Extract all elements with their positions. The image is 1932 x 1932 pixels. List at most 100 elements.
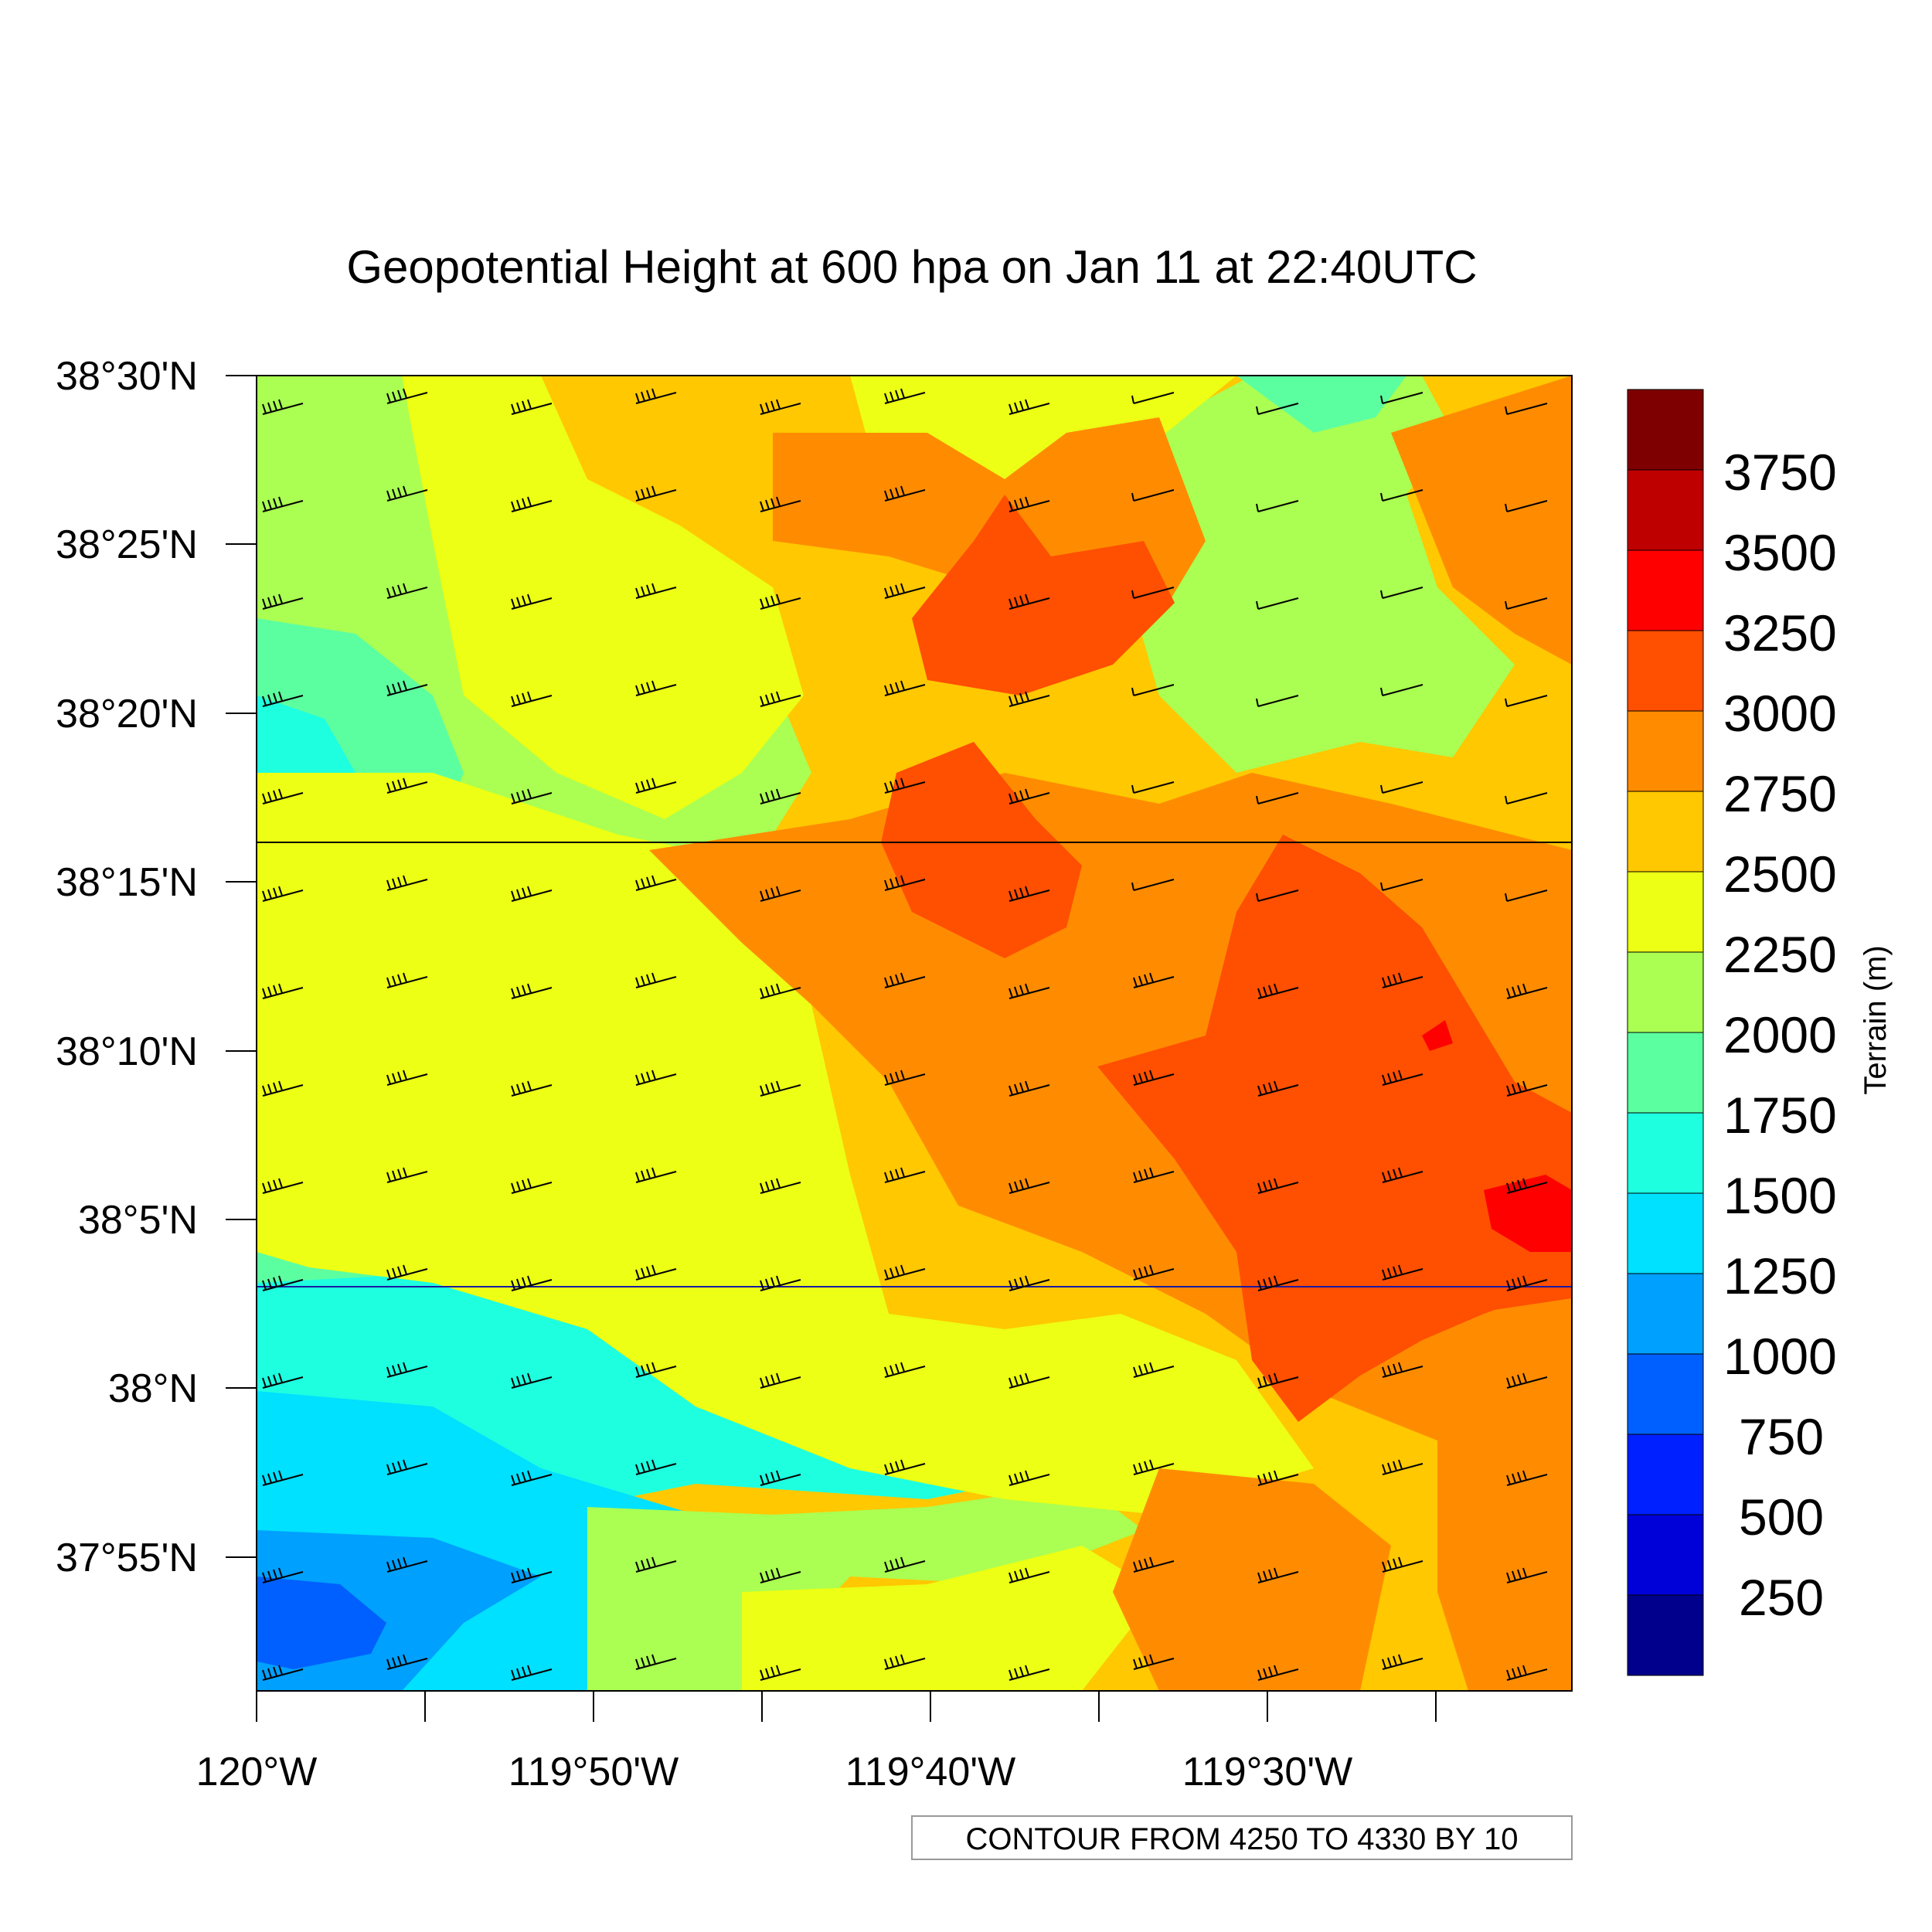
wind-barb xyxy=(1133,1070,1175,1086)
wind-barb xyxy=(884,972,926,988)
wind-barb xyxy=(386,1167,428,1183)
wind-barb xyxy=(1256,403,1299,415)
wind-barb xyxy=(1009,1080,1050,1097)
wind-barb xyxy=(1133,1459,1175,1475)
wind-barb xyxy=(386,388,428,404)
wind-barb xyxy=(386,972,428,988)
colorbar-label: 750 xyxy=(1739,1408,1824,1465)
wind-barb xyxy=(1009,594,1050,610)
colorbar-label: 1000 xyxy=(1723,1328,1837,1385)
wind-barb xyxy=(386,680,428,696)
wind-barb xyxy=(635,583,677,599)
wind-barb xyxy=(1009,886,1050,902)
wind-barb xyxy=(511,1665,553,1681)
x-tick-label: 120°W xyxy=(196,1750,318,1794)
wind-barb xyxy=(1505,403,1548,415)
wind-barb xyxy=(760,788,801,804)
wind-barb xyxy=(1256,889,1299,902)
wind-barb xyxy=(635,1459,677,1475)
wind-barb xyxy=(386,1362,428,1378)
wind-barb xyxy=(1380,781,1423,794)
wind-barb xyxy=(884,1459,926,1475)
x-tick-label: 119°30'W xyxy=(1182,1750,1353,1794)
wind-barb xyxy=(1505,597,1548,610)
y-tick-label: 38°30'N xyxy=(56,354,198,399)
wind-barbs xyxy=(262,388,1548,1681)
wind-barb xyxy=(511,788,553,804)
wind-barb xyxy=(262,788,304,804)
wind-barb xyxy=(884,1654,926,1670)
wind-barb xyxy=(635,1654,677,1670)
wind-barb xyxy=(1257,983,1299,999)
colorbar-label: 2500 xyxy=(1723,845,1837,903)
wind-barb xyxy=(884,777,926,794)
wind-barb xyxy=(1382,1167,1423,1183)
wind-barb xyxy=(511,1567,553,1583)
wind-barb xyxy=(635,680,677,696)
wind-barb xyxy=(1133,1654,1175,1670)
wind-barb xyxy=(1506,1178,1548,1194)
wind-barb xyxy=(262,1275,304,1291)
y-tick-label: 38°25'N xyxy=(56,522,198,567)
wind-barb xyxy=(262,983,304,999)
colorbar-title: Terrain (m) xyxy=(1859,945,1893,1094)
wind-barb xyxy=(1131,879,1175,891)
wind-barb xyxy=(1257,1080,1299,1097)
colorbar-swatch xyxy=(1627,791,1704,872)
wind-barb xyxy=(262,1665,304,1681)
wind-barb xyxy=(884,1556,926,1573)
wind-barb xyxy=(1133,1264,1175,1281)
wind-barb xyxy=(760,886,801,902)
wind-barb xyxy=(386,1556,428,1573)
colorbar-swatch xyxy=(1627,710,1704,792)
wind-barb xyxy=(1380,392,1423,404)
wind-barb xyxy=(1009,691,1050,707)
colorbar xyxy=(1627,389,1704,1676)
colorbar-swatch xyxy=(1627,1514,1704,1596)
wind-barb xyxy=(1009,1178,1050,1194)
colorbar-swatch xyxy=(1627,389,1704,471)
wind-barb xyxy=(1009,399,1050,415)
wind-barb xyxy=(884,1362,926,1378)
wind-barb xyxy=(1133,1556,1175,1573)
x-axis xyxy=(256,1691,1437,1722)
wind-barb xyxy=(635,1556,677,1573)
colorbar-swatch xyxy=(1627,1353,1704,1435)
wind-barb xyxy=(1133,1167,1175,1183)
colorbar-swatch xyxy=(1627,469,1704,551)
wind-barb xyxy=(262,399,304,415)
colorbar-label: 250 xyxy=(1739,1569,1824,1626)
wind-barb xyxy=(1505,500,1548,512)
colorbar-label: 2000 xyxy=(1723,1006,1837,1063)
wind-barb xyxy=(1256,500,1299,512)
wind-barb xyxy=(1506,1080,1548,1097)
wind-barb xyxy=(386,1264,428,1281)
wind-barb xyxy=(760,1080,801,1097)
wind-barb xyxy=(635,485,677,502)
wind-barb xyxy=(1009,1470,1050,1486)
colorbar-swatch xyxy=(1627,549,1704,631)
wind-barb xyxy=(1506,1665,1548,1681)
wind-barb xyxy=(1133,972,1175,988)
wind-barb xyxy=(1257,1372,1299,1389)
wind-barb xyxy=(1257,1178,1299,1194)
wind-barb xyxy=(1382,1556,1423,1573)
wind-barb xyxy=(1131,781,1175,794)
colorbar-label: 2750 xyxy=(1723,765,1837,822)
wind-barb xyxy=(1506,983,1548,999)
wind-barb xyxy=(1382,1362,1423,1378)
wind-barb xyxy=(884,1070,926,1086)
wind-barb xyxy=(1009,1372,1050,1389)
wind-barb xyxy=(1506,1470,1548,1486)
wind-barb xyxy=(262,594,304,610)
y-tick-label: 38°5'N xyxy=(78,1198,198,1243)
wind-barb xyxy=(1131,489,1175,502)
wind-barb xyxy=(1133,1362,1175,1378)
y-axis xyxy=(226,375,257,1558)
wind-barb xyxy=(511,1372,553,1389)
colorbar-swatch xyxy=(1627,630,1704,712)
colorbar-label: 500 xyxy=(1739,1488,1824,1546)
wind-barb xyxy=(635,777,677,794)
map-title: Geopotential Height at 600 hpa on Jan 11… xyxy=(346,241,1477,293)
